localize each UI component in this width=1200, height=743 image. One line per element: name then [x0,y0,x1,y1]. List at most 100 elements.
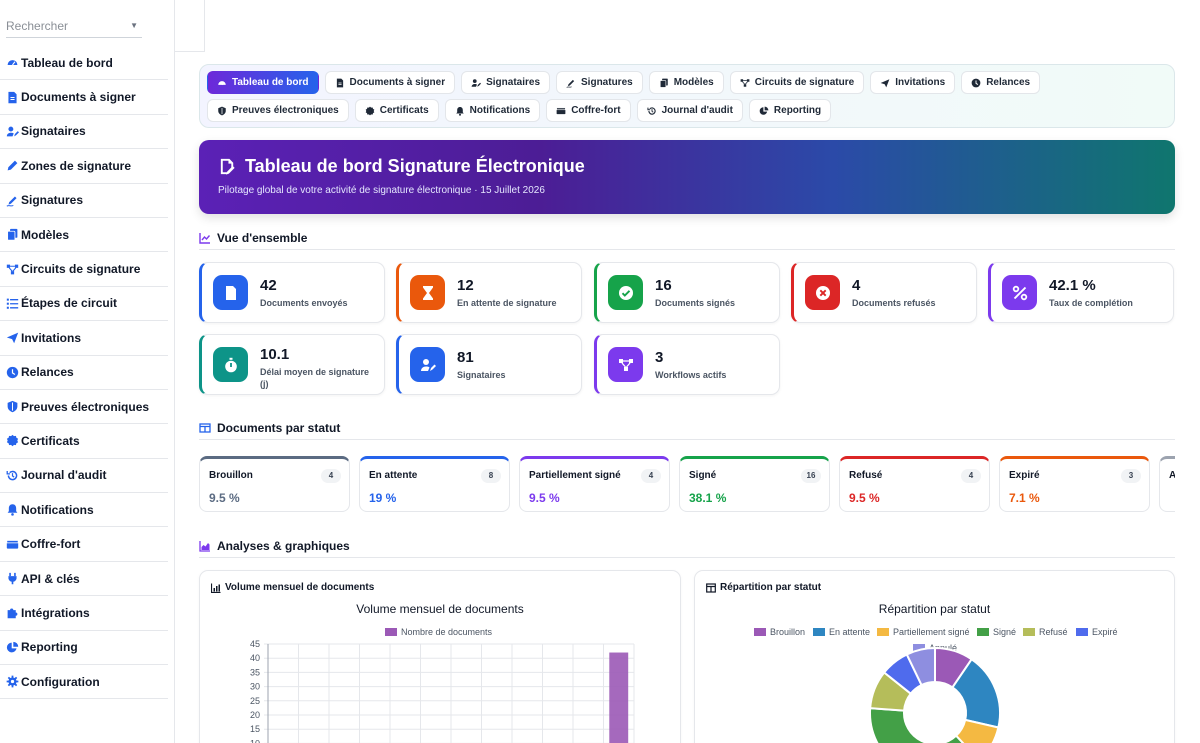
tab-label: Invitations [895,77,946,88]
copy-icon [5,228,19,242]
slice-partiellement-sign-[interactable] [954,718,1000,743]
tab-notifications[interactable]: Notifications [444,99,541,122]
tab-label: Signataires [486,77,541,88]
tab-certificats[interactable]: Certificats [354,99,439,122]
legend-swatch [913,644,925,652]
kpi-card: 10.1 Délai moyen de signature (j) [199,334,385,395]
sidebar-item-signataires[interactable]: Signataires [0,115,168,150]
sidebar-nav: Tableau de bord Documents à signer Signata… [0,46,168,700]
y-tick-label: 20 [250,710,260,720]
tab-tableau-de-bord[interactable]: Tableau de bord [207,71,319,94]
percent-icon [1002,275,1037,310]
sidebar-item-label: Signatures [21,193,84,208]
status-card[interactable]: Signé 16 38.1 % [679,456,830,512]
status-card[interactable]: A [1159,456,1175,512]
sidebar-item--tapes-de-circuit[interactable]: Étapes de circuit [0,287,168,322]
slice-sign-[interactable] [869,707,979,743]
tab-signataires[interactable]: Signataires [461,71,551,94]
sidebar-item-tableau-de-bord[interactable]: Tableau de bord [0,46,168,81]
volume-legend[interactable]: Nombre de documents [385,627,492,637]
sidebar-item-coffre-fort[interactable]: Coffre-fort [0,527,168,562]
status-name: En attente [369,470,418,481]
tab-journal-d-audit[interactable]: Journal d'audit [636,99,743,122]
sidebar-item-mod-les[interactable]: Modèles [0,218,168,253]
sidebar-item-notifications[interactable]: Notifications [0,493,168,528]
tab-preuves-lectroniques[interactable]: Preuves électroniques [207,99,349,122]
sidebar-item-zones-de-signature[interactable]: Zones de signature [0,149,168,184]
sidebar-item-configuration[interactable]: Configuration [0,665,168,700]
status-card[interactable]: Refusé 4 9.5 % [839,456,990,512]
certificate-icon [5,434,19,448]
overview-heading-label: Vue d'ensemble [217,230,308,245]
legend-item[interactable]: Expiré [1076,627,1118,637]
shield-icon [217,106,227,116]
tab-mod-les[interactable]: Modèles [648,71,724,94]
sidebar-item-relances[interactable]: Relances [0,356,168,390]
y-tick-label: 10 [250,738,260,743]
status-count-badge: 4 [321,469,341,483]
kpi-label: Workflows actifs [655,370,727,380]
tab-signatures[interactable]: Signatures [556,71,643,94]
legend-item[interactable]: Signé [977,627,1016,637]
tab-reporting[interactable]: Reporting [748,99,832,122]
tab-relances[interactable]: Relances [961,71,1041,94]
sidebar-item-reporting[interactable]: Reporting [0,631,168,666]
sidebar-item-int-grations[interactable]: Intégrations [0,596,168,631]
sidebar-item-preuves-lectroniques[interactable]: Preuves électroniques [0,390,168,425]
file-icon [213,275,248,310]
sidebar-item-documents-signer[interactable]: Documents à signer [0,80,168,115]
status-heading-label: Documents par statut [217,420,341,435]
sidebar-item-label: Zones de signature [21,158,132,173]
sidebar-item-certificats[interactable]: Certificats [0,424,168,459]
bell-icon [5,503,19,517]
user-pen-icon [410,347,445,382]
sidebar-item-label: Invitations [21,330,82,345]
analytics-heading-label: Analyses & graphiques [217,538,350,553]
volume-chart-title: Volume mensuel de documents [356,602,524,616]
sidebar-item-label: Intégrations [21,605,90,620]
legend-item[interactable]: Partiellement signé [877,627,970,637]
puzzle-icon [5,606,19,620]
chart-bar-icon [211,583,221,593]
dashboard-banner: Tableau de bord Signature Électronique P… [199,140,1175,214]
tab-invitations[interactable]: Invitations [870,71,956,94]
tab-label: Signatures [581,77,633,88]
sidebar-item-circuits-de-signature[interactable]: Circuits de signature [0,252,168,287]
history-icon [5,468,19,482]
stopwatch-icon [213,347,248,382]
status-card[interactable]: Expiré 3 7.1 % [999,456,1150,512]
tab-documents-signer[interactable]: Documents à signer [324,71,456,94]
status-percent: 9.5 % [849,491,880,505]
repartition-chart-title: Répartition par statut [878,602,991,616]
sidebar-item-label: Preuves électroniques [21,399,150,414]
kpi-value: 12 [457,277,474,294]
chevron-down-icon[interactable]: ▼ [130,21,138,30]
chart-pie-icon [759,106,769,116]
kpi-label: Délai moyen de signature (j) [260,367,370,389]
legend-item[interactable]: Refusé [1023,627,1068,637]
status-card[interactable]: En attente 8 19 % [359,456,510,512]
sidebar-item-signatures[interactable]: Signatures [0,184,168,218]
legend-item[interactable]: Brouillon [754,627,805,637]
status-card[interactable]: Brouillon 4 9.5 % [199,456,350,512]
sidebar-item-journal-d-audit[interactable]: Journal d'audit [0,459,168,494]
status-heading: Documents par statut [199,416,1175,440]
user-pen-icon [5,124,19,138]
gauge-icon [217,78,227,88]
search-input[interactable]: Rechercher ▼ [6,14,142,38]
tab-coffre-fort[interactable]: Coffre-fort [546,99,631,122]
tab-label: Certificats [379,105,429,116]
sidebar-item-label: Configuration [21,674,100,689]
status-cards: Brouillon 4 9.5 % En attente 8 19 % Partiellem… [199,456,1175,514]
sidebar-item-label: Circuits de signature [21,262,141,277]
chart-line-icon [199,232,211,244]
status-card[interactable]: Partiellement signé 4 9.5 % [519,456,670,512]
slice-annul-[interactable] [905,646,936,687]
status-percent: 19 % [369,491,397,505]
legend-item[interactable]: En attente [813,627,870,637]
tab-circuits-de-signature[interactable]: Circuits de signature [729,71,865,94]
sidebar-item-invitations[interactable]: Invitations [0,321,168,356]
chart-pie-icon [5,640,19,654]
sidebar-item-api-cl-s[interactable]: API & clés [0,562,168,597]
list-icon [5,296,19,310]
